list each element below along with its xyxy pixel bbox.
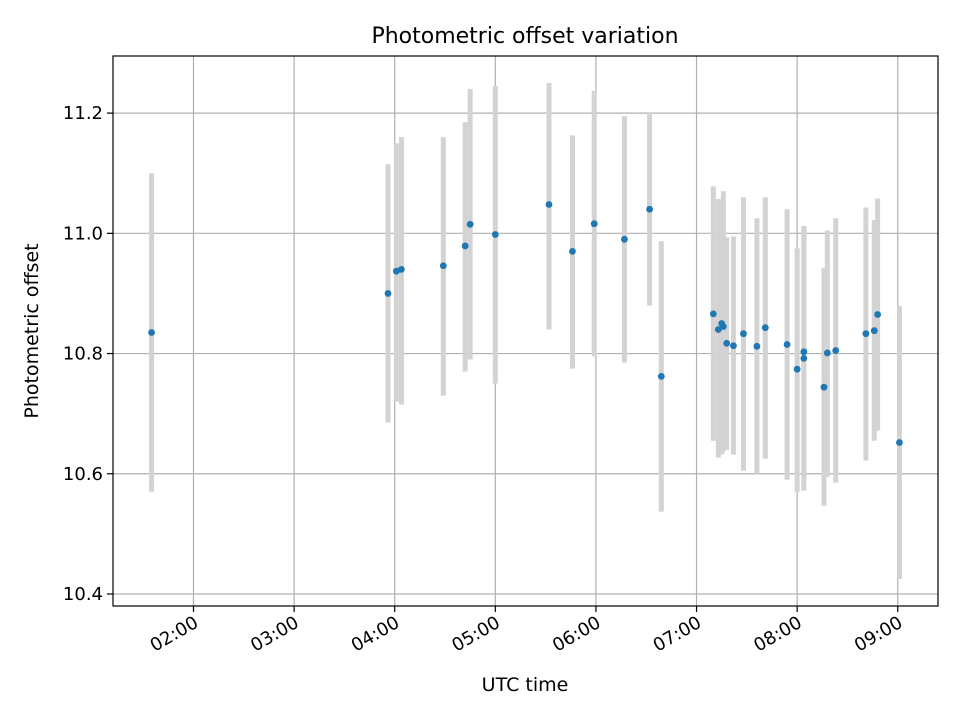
y-tick-label: 10.6 — [63, 464, 103, 485]
data-point — [148, 329, 155, 336]
data-point — [896, 439, 903, 446]
data-point — [491, 231, 499, 238]
data-point — [461, 242, 469, 250]
data-point — [714, 326, 722, 333]
x-tick-label: 03:00 — [247, 612, 302, 656]
tick-layer: 02:00 03:00 04:00 05:00 06:00 07:00 08:00 09:00… — [63, 103, 906, 656]
chart-title: Photometric offset variation — [371, 24, 678, 49]
x-tick-label: 09:00 — [851, 612, 906, 656]
data-point — [657, 372, 665, 380]
data-point — [823, 349, 831, 357]
data-point — [753, 342, 761, 350]
data-point — [832, 347, 840, 354]
data-point — [862, 330, 870, 338]
x-tick-label: 02:00 — [147, 612, 202, 656]
data-point — [874, 311, 882, 318]
data-point — [800, 354, 808, 362]
x-tick-label: 05:00 — [448, 612, 503, 656]
data-point — [398, 265, 405, 273]
y-tick-label: 11.2 — [63, 103, 103, 124]
plot-frame — [112, 55, 939, 607]
data-point — [466, 220, 474, 228]
y-tick-label: 10.4 — [63, 584, 103, 605]
data-point — [730, 342, 737, 350]
x-tick-label: 06:00 — [549, 612, 604, 656]
x-axis-label: UTC time — [482, 674, 569, 696]
data-point — [740, 330, 747, 338]
grid-layer — [113, 56, 938, 606]
data-point — [719, 323, 727, 330]
y-tick-label: 10.8 — [63, 344, 103, 365]
x-tick-label: 04:00 — [348, 612, 403, 656]
x-tick-label: 08:00 — [750, 612, 805, 656]
data-point — [870, 327, 878, 335]
data-point — [646, 205, 653, 213]
data-point — [384, 290, 392, 297]
data-point — [590, 220, 598, 228]
data-point — [820, 383, 828, 391]
error-bar-layer — [149, 83, 902, 579]
data-point — [545, 201, 553, 208]
data-point — [709, 310, 717, 318]
data-point-layer — [148, 201, 903, 446]
data-point — [439, 262, 447, 270]
data-point — [761, 324, 769, 332]
y-axis-label: Photometric offset — [21, 243, 43, 418]
y-tick-label: 11.0 — [63, 223, 103, 244]
x-tick-label: 07:00 — [650, 612, 705, 656]
data-point — [621, 235, 628, 243]
data-point — [783, 341, 791, 348]
data-point — [723, 339, 731, 347]
data-point — [793, 365, 801, 373]
data-point — [800, 348, 808, 356]
data-point — [569, 247, 576, 255]
